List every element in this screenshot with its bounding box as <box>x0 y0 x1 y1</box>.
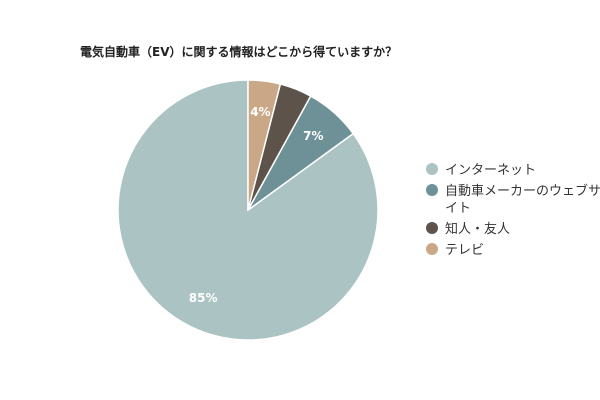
pie-slice-3 <box>247 79 282 211</box>
pie-slices <box>117 79 379 341</box>
legend-label-1-1: イト <box>445 201 471 216</box>
legend-label-2-0: 知人・友人 <box>445 221 510 237</box>
legend-label-0-0: インターネット <box>445 163 536 178</box>
legend-item-0: インターネット <box>426 163 536 178</box>
slice-label-1: 7% <box>303 129 323 143</box>
legend-swatch-3 <box>426 243 438 255</box>
legend-item-3: テレビ <box>426 243 484 258</box>
legend-swatch-1 <box>426 184 438 196</box>
legend-swatch-2 <box>426 222 438 234</box>
legend-label-1-0: 自動車メーカーのウェブサ <box>445 183 600 199</box>
slice-label-3: 4% <box>250 105 270 119</box>
slice-label-0: 85% <box>189 291 218 305</box>
legend-label-3-0: テレビ <box>445 243 484 258</box>
pie-slice-labels: 85% 7% 4% <box>189 105 324 305</box>
legend-item-2: 知人・友人 <box>426 221 510 237</box>
chart-title: 電気自動車（EV）に関する情報はどこから得ていますか？ <box>80 44 397 59</box>
legend-swatch-0 <box>426 163 438 175</box>
